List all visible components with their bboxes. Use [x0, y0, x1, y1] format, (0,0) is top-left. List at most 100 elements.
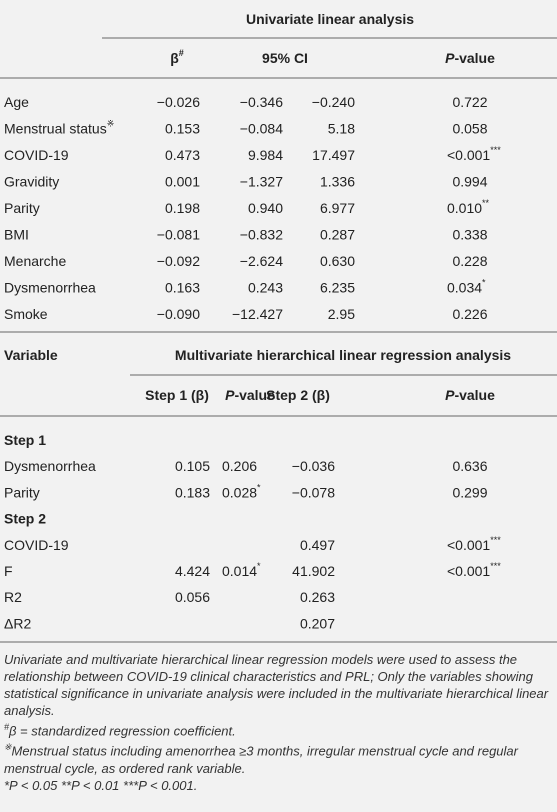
note-text: β = standardized regression coefficient. — [9, 723, 236, 739]
cell-text: <0.001 — [447, 563, 490, 579]
cell-text: 0.338 — [452, 226, 487, 242]
row-label: ΔR2 — [4, 615, 31, 631]
cell: 0.056 — [175, 589, 210, 605]
cell-text: 0.183 — [175, 484, 210, 500]
cell-text: 0.497 — [300, 537, 335, 553]
cell: 0.473 — [165, 147, 200, 163]
cell-text: Menarche — [4, 253, 66, 269]
row-label: Age — [4, 94, 29, 110]
cell-text: -value — [234, 387, 275, 403]
row-label: Parity — [4, 200, 40, 216]
cell-text: 41.902 — [292, 563, 335, 579]
cell: −0.084 — [240, 120, 283, 136]
cell-text: −12.427 — [232, 306, 283, 322]
cell-text: 0.243 — [248, 279, 283, 295]
cell: 0.206 — [222, 458, 257, 474]
cell-text: Step 1 — [4, 432, 46, 448]
section-label: Step 2 — [4, 510, 46, 526]
note-text: *P < 0.05 **P < 0.01 ***P < 0.001. — [4, 777, 198, 793]
cell: 6.235 — [320, 279, 355, 295]
cell: 6.977 — [320, 200, 355, 216]
cell-text: 17.497 — [312, 147, 355, 163]
section-label: Step 1 — [4, 432, 46, 448]
cell: 9.984 — [248, 147, 283, 163]
cell-text: F — [4, 563, 13, 579]
cell: 41.902 — [292, 563, 335, 579]
cell-text: 0.014 — [222, 563, 257, 579]
cell-text: ΔR2 — [4, 615, 31, 631]
superscript: * — [257, 561, 261, 571]
cell-text: <0.001 — [447, 537, 490, 553]
cell: 0.105 — [175, 458, 210, 474]
column-header: 95% CI — [262, 50, 308, 66]
cell: 0.338 — [452, 226, 487, 242]
cell: <0.001*** — [447, 535, 501, 552]
cell: 0.226 — [452, 306, 487, 322]
cell-text: R2 — [4, 589, 22, 605]
cell: −0.078 — [292, 484, 335, 500]
cell-text: β — [170, 50, 179, 66]
footnotes: Univariate and multivariate hierarchical… — [4, 651, 552, 794]
cell-text: 0.299 — [452, 484, 487, 500]
cell-text: 0.226 — [452, 306, 487, 322]
cell: <0.001*** — [447, 145, 501, 162]
cell-text: -value — [454, 50, 495, 66]
cell: 0.497 — [300, 537, 335, 553]
cell: −0.036 — [292, 458, 335, 474]
row-label: Dysmenorrhea — [4, 458, 96, 474]
cell: 0.722 — [452, 94, 487, 110]
cell-text: 0.163 — [165, 279, 200, 295]
superscript: * — [482, 278, 486, 288]
note-text: Univariate and multivariate hierarchical… — [4, 652, 549, 718]
note-text: Menstrual status including amenorrhea ≥3… — [4, 743, 518, 776]
cell: 0.994 — [452, 173, 487, 189]
cell: 0.287 — [320, 226, 355, 242]
cell-text: −2.624 — [240, 253, 283, 269]
cell: 0.014* — [222, 561, 261, 578]
cell-text: Menstrual status — [4, 120, 107, 136]
cell: 4.424 — [175, 563, 210, 579]
cell: 0.630 — [320, 253, 355, 269]
cell: −12.427 — [232, 306, 283, 322]
superscript: * — [257, 483, 261, 493]
cell-text: Step 2 (β) — [266, 387, 330, 403]
section-title: Univariate linear analysis — [246, 11, 414, 27]
cell: 0.153 — [165, 120, 200, 136]
cell-text: 0.198 — [165, 200, 200, 216]
cell: −0.026 — [157, 94, 200, 110]
cell-text: 0.636 — [452, 458, 487, 474]
superscript: *** — [490, 561, 501, 571]
row-label: BMI — [4, 226, 29, 242]
cell-text: Parity — [4, 200, 40, 216]
row-label: Menstrual status※ — [4, 119, 114, 136]
cell-text: 6.235 — [320, 279, 355, 295]
cell-text: Dysmenorrhea — [4, 279, 96, 295]
cell: 0.163 — [165, 279, 200, 295]
superscript: *** — [490, 535, 501, 545]
cell: 0.034* — [447, 278, 486, 295]
row-label: COVID-19 — [4, 537, 69, 553]
cell-text: −0.346 — [240, 94, 283, 110]
cell: −0.092 — [157, 253, 200, 269]
cell-text: Parity — [4, 484, 40, 500]
cell-text: 0.153 — [165, 120, 200, 136]
cell: 0.028* — [222, 483, 261, 500]
cell-text: 0.263 — [300, 589, 335, 605]
cell-text: 0.010 — [447, 200, 482, 216]
row-label: Menarche — [4, 253, 66, 269]
note-mark: # — [4, 722, 10, 732]
cell-text: 0.206 — [222, 458, 257, 474]
section-title: Multivariate hierarchical linear regress… — [175, 347, 511, 363]
cell: 0.228 — [452, 253, 487, 269]
cell-text: 95% CI — [262, 50, 308, 66]
superscript: ※ — [107, 119, 115, 129]
cell-text: Variable — [4, 347, 58, 363]
cell: 0.058 — [452, 120, 487, 136]
cell: 0.001 — [165, 173, 200, 189]
cell-text: −0.092 — [157, 253, 200, 269]
cell: −1.327 — [240, 173, 283, 189]
cell-text: 0.105 — [175, 458, 210, 474]
cell-text: 0.722 — [452, 94, 487, 110]
